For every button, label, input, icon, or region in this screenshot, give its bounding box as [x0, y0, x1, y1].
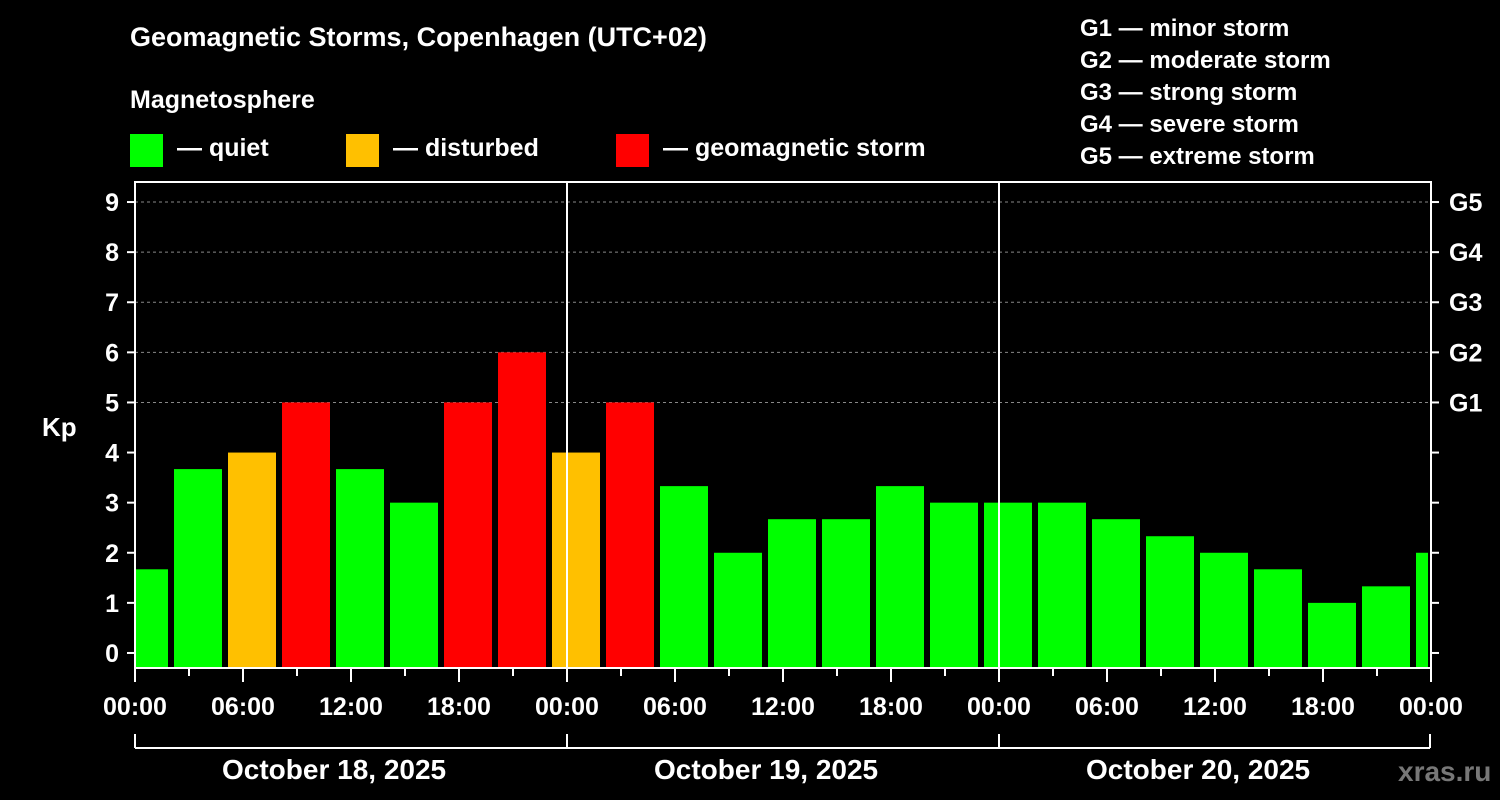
y-tick-label: 9	[105, 189, 119, 217]
y-axis-label: Kp	[42, 412, 77, 442]
legend-label-disturbed: — disturbed	[393, 134, 539, 162]
chart-title: Geomagnetic Storms, Copenhagen (UTC+02)	[130, 22, 707, 52]
kp-bar	[1416, 552, 1428, 668]
kp-bar	[768, 519, 816, 668]
x-tick-label: 18:00	[1291, 693, 1355, 721]
x-tick-label: 00:00	[535, 693, 599, 721]
legend-title: Magnetosphere	[130, 86, 315, 114]
x-tick-label: 06:00	[1075, 693, 1139, 721]
g-scale-label: G3	[1449, 289, 1482, 317]
kp-bar	[1038, 502, 1086, 668]
scale-g4: G4 — severe storm	[1080, 111, 1299, 138]
y-tick-label: 0	[105, 640, 119, 668]
y-tick-label: 2	[105, 540, 119, 568]
kp-bar	[1092, 519, 1140, 668]
kp-bar	[1308, 602, 1356, 668]
g-scale-label: G1	[1449, 389, 1482, 417]
g-scale-label: G5	[1449, 189, 1482, 217]
kp-bar	[876, 486, 924, 668]
x-tick-label: 18:00	[427, 693, 491, 721]
date-label: October 18, 2025	[222, 754, 447, 785]
kp-bar	[1362, 586, 1410, 668]
y-tick-label: 1	[105, 590, 119, 618]
legend-label-storm: — geomagnetic storm	[663, 134, 926, 162]
kp-bar	[606, 402, 654, 668]
x-tick-label: 12:00	[1183, 693, 1247, 721]
y-tick-label: 7	[105, 289, 119, 317]
kp-bar	[714, 552, 762, 668]
scale-g5: G5 — extreme storm	[1080, 143, 1315, 170]
scale-g2: G2 — moderate storm	[1080, 47, 1331, 74]
x-tick-label: 00:00	[967, 693, 1031, 721]
x-tick-label: 06:00	[211, 693, 275, 721]
x-tick-label: 12:00	[751, 693, 815, 721]
y-tick-label: 4	[105, 440, 119, 468]
kp-bar	[282, 402, 330, 668]
kp-bar	[228, 452, 276, 668]
x-tick-label: 00:00	[103, 693, 167, 721]
kp-bar	[822, 519, 870, 668]
kp-bar	[174, 469, 222, 668]
scale-g1: G1 — minor storm	[1080, 15, 1290, 42]
legend-label-quiet: — quiet	[177, 134, 269, 162]
kp-bar	[930, 502, 978, 668]
x-tick-label: 06:00	[643, 693, 707, 721]
kp-bar	[390, 502, 438, 668]
kp-bar	[444, 402, 492, 668]
date-label: October 19, 2025	[654, 754, 879, 785]
x-tick-label: 12:00	[319, 693, 383, 721]
legend-swatch-disturbed	[346, 134, 379, 167]
scale-g3: G3 — strong storm	[1080, 79, 1298, 106]
kp-bar	[1200, 552, 1248, 668]
kp-bar	[498, 352, 546, 668]
kp-bar	[552, 452, 600, 668]
y-tick-label: 6	[105, 339, 119, 367]
x-tick-label: 18:00	[859, 693, 923, 721]
kp-bar	[136, 569, 168, 668]
kp-bar	[984, 502, 1032, 668]
y-tick-label: 3	[105, 490, 119, 518]
legend-swatch-quiet	[130, 134, 163, 167]
y-tick-label: 8	[105, 239, 119, 267]
g-scale-label: G2	[1449, 339, 1482, 367]
g-scale-label: G4	[1449, 239, 1482, 267]
kp-bar	[1254, 569, 1302, 668]
legend-swatch-storm	[616, 134, 649, 167]
kp-bar	[1146, 536, 1194, 668]
kp-bar	[336, 469, 384, 668]
x-tick-label: 00:00	[1399, 693, 1463, 721]
kp-bar	[660, 486, 708, 668]
y-tick-label: 5	[105, 389, 119, 417]
watermark: xras.ru	[1398, 756, 1492, 787]
date-label: October 20, 2025	[1086, 754, 1311, 785]
